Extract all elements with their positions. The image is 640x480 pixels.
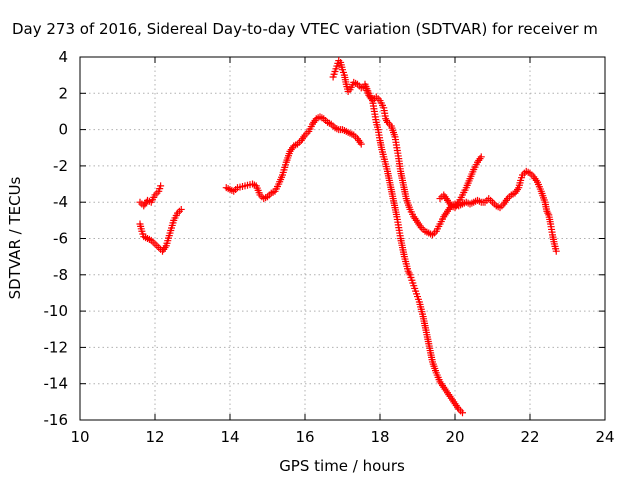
data-point xyxy=(177,205,185,213)
y-tick-label: -2 xyxy=(53,157,68,175)
data-series xyxy=(222,113,365,203)
y-tick-label: -10 xyxy=(44,302,69,320)
y-tick-label: -16 xyxy=(44,411,69,429)
data-point xyxy=(459,409,466,417)
x-tick-label: 24 xyxy=(595,428,614,446)
data-series xyxy=(436,153,485,212)
y-tick-label: -14 xyxy=(44,375,69,393)
data-series xyxy=(136,205,185,255)
x-tick-label: 20 xyxy=(445,428,464,446)
data-point xyxy=(477,153,485,161)
x-tick-label: 22 xyxy=(520,428,539,446)
grid xyxy=(80,57,605,420)
x-tick-label: 10 xyxy=(70,428,89,446)
data-series xyxy=(136,182,165,210)
data-points xyxy=(136,57,560,417)
x-tick-label: 16 xyxy=(295,428,314,446)
y-tick-label: -6 xyxy=(53,230,68,248)
y-tick-label: -4 xyxy=(53,193,68,211)
y-tick-label: 2 xyxy=(58,84,68,102)
x-tick-label: 14 xyxy=(220,428,239,446)
y-tick-label: -12 xyxy=(44,338,69,356)
data-point xyxy=(157,182,165,190)
data-point xyxy=(544,209,552,217)
plot-frame xyxy=(79,56,606,421)
y-tick-label: -8 xyxy=(53,266,68,284)
chart-title: Day 273 of 2016, Sidereal Day-to-day VTE… xyxy=(12,20,598,38)
y-tick-label: 0 xyxy=(58,121,68,139)
y-axis-label: SDTVAR / TECUs xyxy=(6,176,24,299)
x-tick-label: 18 xyxy=(370,428,389,446)
x-axis-label: GPS time / hours xyxy=(279,457,405,475)
x-tick-label: 12 xyxy=(145,428,164,446)
data-point xyxy=(357,140,365,148)
data-point xyxy=(552,247,560,255)
y-tick-label: 4 xyxy=(58,48,68,66)
data-series xyxy=(361,80,466,417)
